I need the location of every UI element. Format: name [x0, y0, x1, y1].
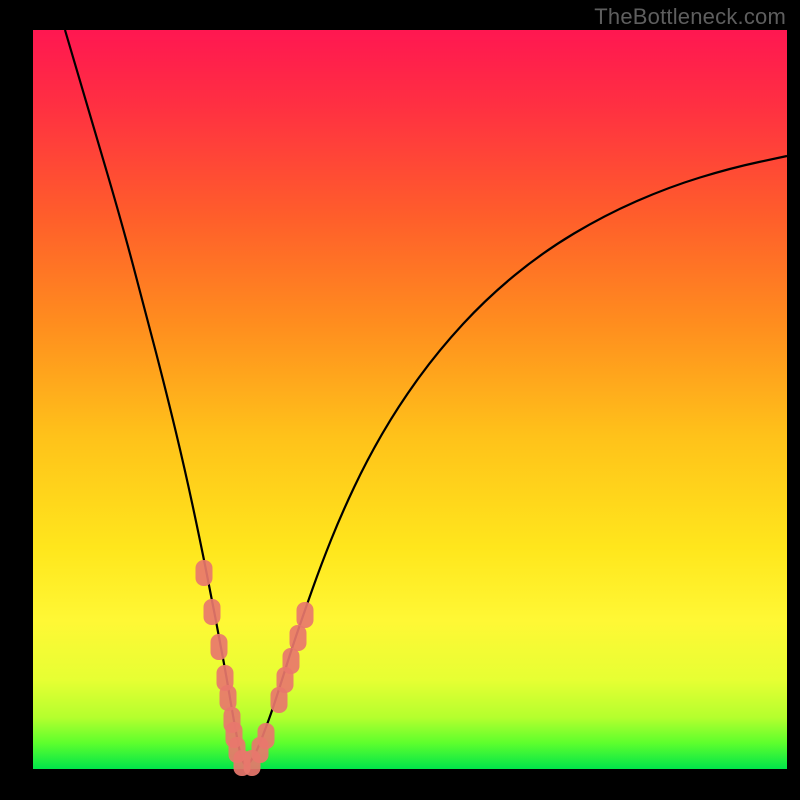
- watermark-text: TheBottleneck.com: [594, 4, 786, 30]
- chart-frame: TheBottleneck.com: [0, 0, 800, 800]
- plot-area: [33, 30, 787, 769]
